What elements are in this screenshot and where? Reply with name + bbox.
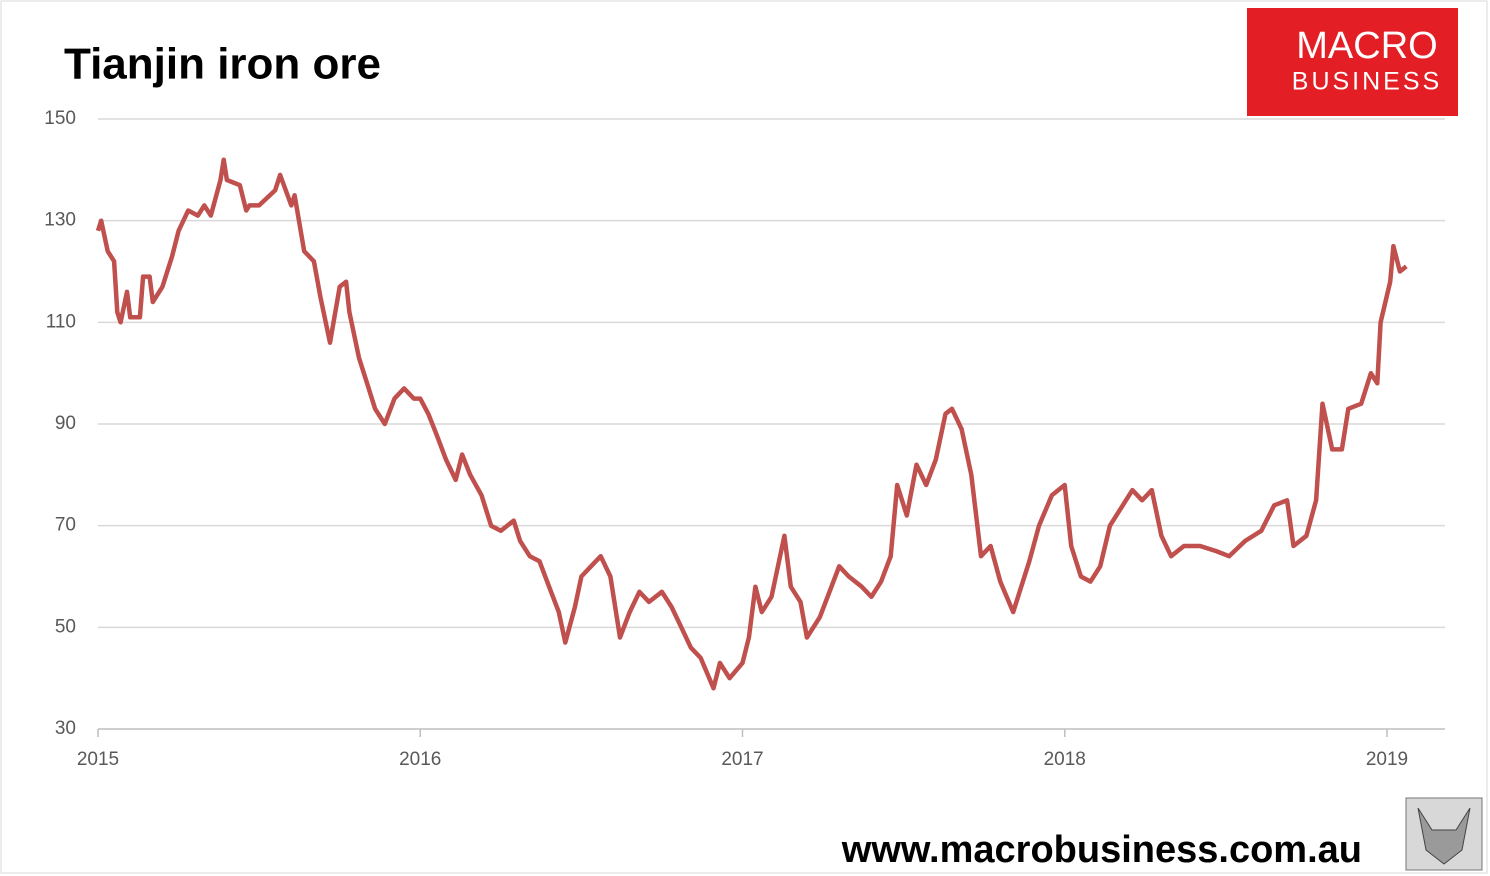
x-tick-label: 2018 [1044,749,1086,770]
x-tick-label: 2016 [399,749,441,770]
y-tick-label: 30 [55,718,76,739]
fox-icon-face [1417,807,1471,865]
x-tick-label: 2015 [77,749,119,770]
line-series [95,157,1408,691]
footer-url: www.macrobusiness.com.au [841,829,1362,871]
logo-box [1247,8,1458,116]
y-tick-label: 90 [55,413,76,434]
x-tick-label: 2017 [721,749,763,770]
chart-title: Tianjin iron ore [64,40,381,89]
y-tick-label: 70 [55,515,76,536]
y-tick-label: 150 [44,108,76,129]
y-tick-label: 50 [55,616,76,637]
logo-text: BUSINESS [1292,68,1442,96]
x-tick-label: 2019 [1366,749,1408,770]
logo-text: MACRO [1296,25,1437,67]
y-tick-label: 130 [44,210,76,231]
y-tick-label: 110 [46,311,76,332]
